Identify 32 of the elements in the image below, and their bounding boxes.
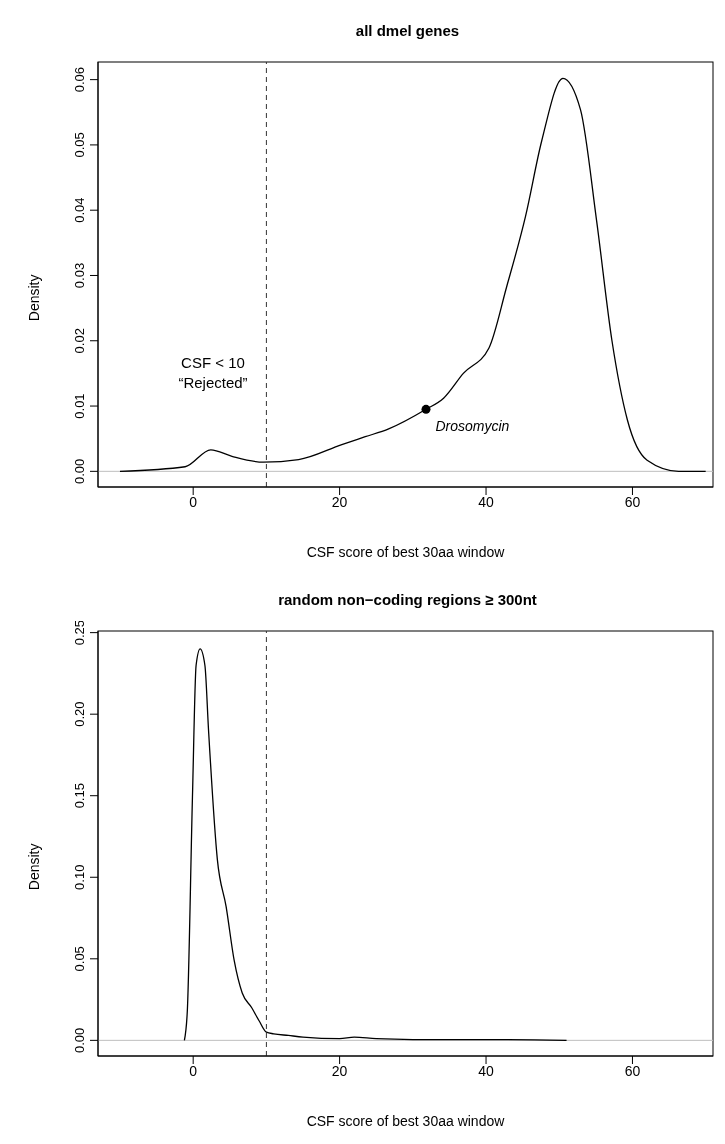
line-series bbox=[183, 648, 568, 1041]
x-tick-label: 60 bbox=[624, 493, 641, 510]
y-tick-label: 0.02 bbox=[72, 328, 87, 354]
y-tick-label: 0.00 bbox=[72, 458, 87, 484]
y-tick-label: 0.20 bbox=[72, 701, 87, 727]
y-tick-label: 0.04 bbox=[72, 197, 87, 223]
y-tick-label: 0.03 bbox=[72, 262, 87, 289]
y-tick-label: 0.00 bbox=[72, 1027, 87, 1053]
y-tick-label: 0.05 bbox=[72, 132, 87, 158]
y-tick-label: 0.01 bbox=[72, 393, 87, 419]
x-tick-label: 40 bbox=[478, 493, 495, 510]
x-tick-label: 20 bbox=[331, 1062, 348, 1079]
x-tick-label: 20 bbox=[331, 493, 348, 510]
series-label: Drosomycin bbox=[435, 417, 510, 434]
x-axis-title: CSF score of best 30aa window bbox=[306, 543, 506, 560]
chart-title: all dmel genes bbox=[354, 21, 461, 41]
annotation: CSF < 10 bbox=[180, 353, 246, 373]
y-tick-label: 0.05 bbox=[72, 946, 87, 972]
x-tick-label: 40 bbox=[478, 1062, 495, 1079]
x-tick-label: 0 bbox=[189, 493, 198, 510]
y-tick-label: 0.25 bbox=[72, 619, 87, 646]
x-tick-label: 60 bbox=[624, 1062, 641, 1079]
y-tick-label: 0.06 bbox=[72, 66, 87, 93]
x-tick-label: 0 bbox=[189, 1062, 198, 1079]
line-series bbox=[119, 77, 707, 472]
x-axis-title: CSF score of best 30aa window bbox=[306, 1112, 506, 1129]
y-tick-label: 0.10 bbox=[72, 864, 87, 890]
y-tick-label: 0.15 bbox=[72, 783, 87, 809]
y-axis-title: Density bbox=[25, 843, 42, 891]
chart-title: random non−coding regions ≥ 300nt bbox=[277, 590, 538, 610]
y-axis-title: Density bbox=[25, 274, 42, 322]
annotation: “Rejected” bbox=[177, 373, 249, 393]
